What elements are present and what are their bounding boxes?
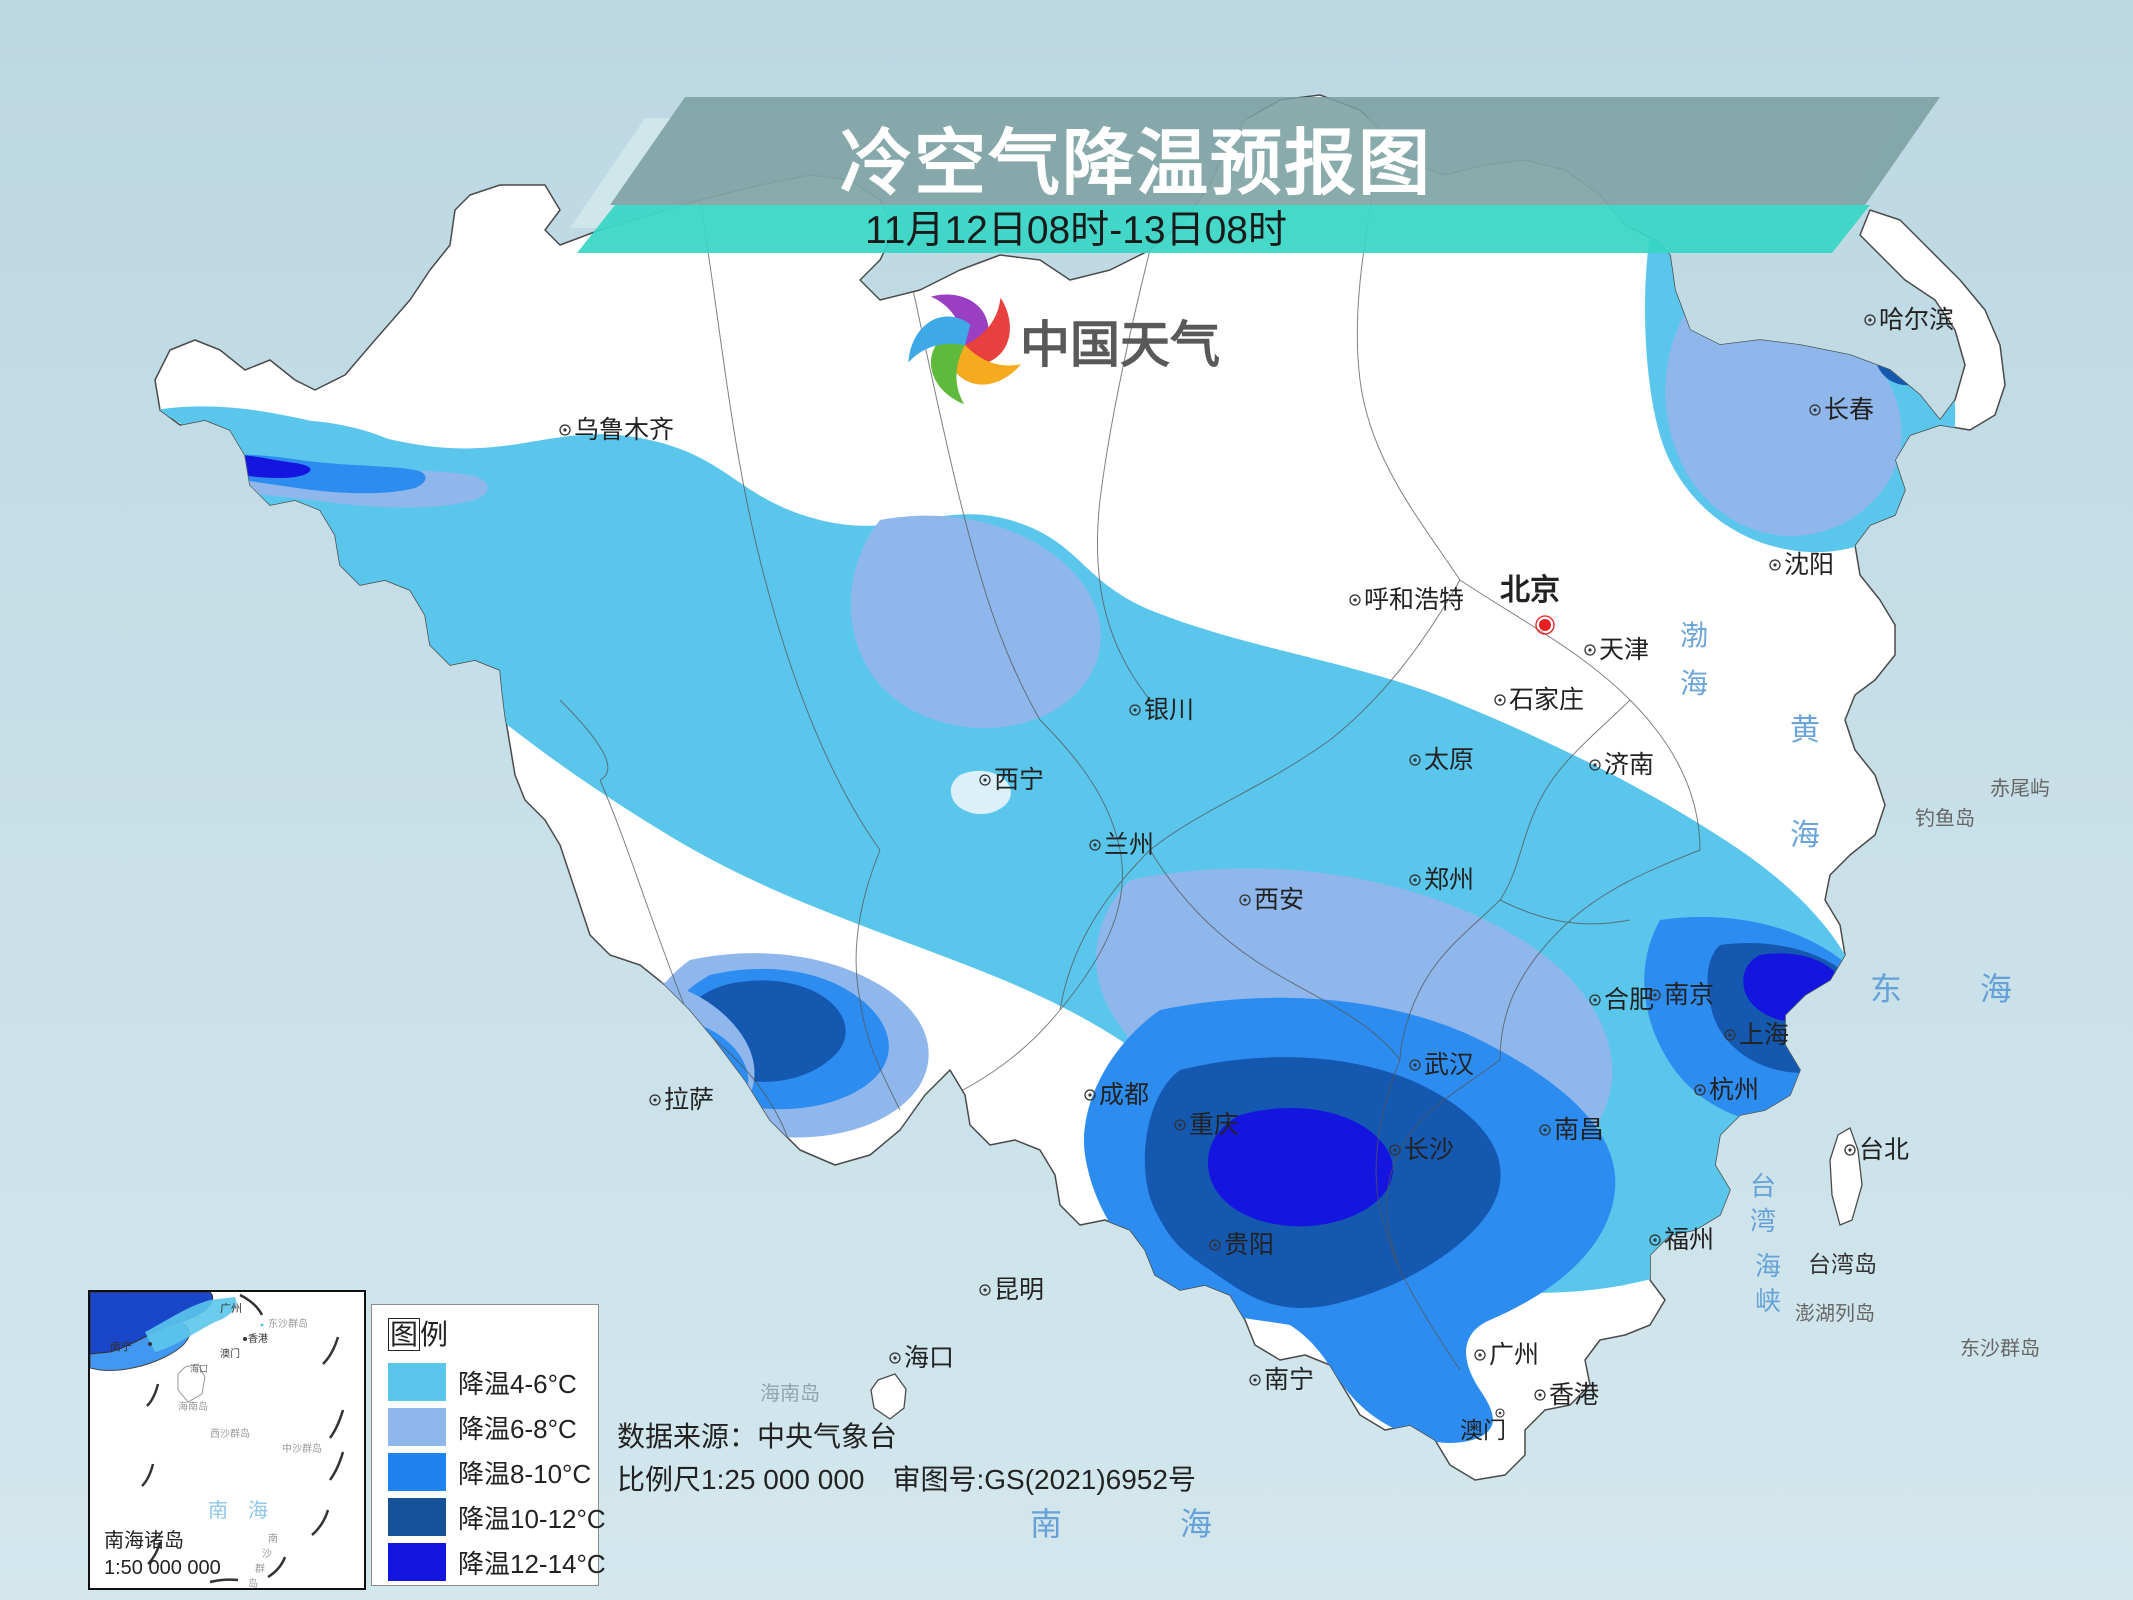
svg-text:郑州: 郑州 bbox=[1424, 866, 1474, 894]
svg-text:渤: 渤 bbox=[1680, 620, 1708, 651]
svg-text:杭州: 杭州 bbox=[1709, 1076, 1759, 1104]
svg-text:北京: 北京 bbox=[1500, 573, 1560, 607]
svg-text:澳门: 澳门 bbox=[1460, 1417, 1506, 1443]
svg-text:合肥: 合肥 bbox=[1604, 986, 1654, 1014]
svg-text:冷空气降温预报图: 冷空气降温预报图 bbox=[840, 124, 1432, 204]
svg-text:天津: 天津 bbox=[1599, 636, 1649, 664]
svg-text:峡: 峡 bbox=[1755, 1286, 1781, 1316]
svg-text:台北: 台北 bbox=[1859, 1136, 1909, 1164]
svg-text:海: 海 bbox=[1680, 668, 1708, 699]
svg-text:海: 海 bbox=[1755, 1251, 1781, 1281]
svg-text:成都: 成都 bbox=[1099, 1081, 1149, 1109]
svg-text:台: 台 bbox=[1750, 1171, 1776, 1201]
svg-text:兰州: 兰州 bbox=[1104, 831, 1154, 859]
svg-text:东: 东 bbox=[1870, 971, 1902, 1007]
svg-text:澎湖列岛: 澎湖列岛 bbox=[1795, 1302, 1875, 1325]
svg-text:海南岛: 海南岛 bbox=[760, 1382, 820, 1405]
svg-text:银川: 银川 bbox=[1144, 696, 1194, 724]
svg-text:海: 海 bbox=[1790, 819, 1820, 852]
svg-text:上海: 上海 bbox=[1739, 1021, 1789, 1049]
svg-text:南宁: 南宁 bbox=[1264, 1366, 1314, 1394]
svg-text:太原: 太原 bbox=[1424, 746, 1474, 774]
svg-text:海: 海 bbox=[1180, 1506, 1212, 1542]
svg-text:中国天气: 中国天气 bbox=[1020, 317, 1220, 373]
svg-text:石家庄: 石家庄 bbox=[1509, 686, 1584, 714]
svg-text:海口: 海口 bbox=[904, 1344, 954, 1372]
svg-text:拉萨: 拉萨 bbox=[664, 1086, 714, 1114]
svg-text:西安: 西安 bbox=[1254, 886, 1304, 914]
svg-text:重庆: 重庆 bbox=[1189, 1111, 1239, 1139]
svg-text:福州: 福州 bbox=[1664, 1226, 1714, 1254]
svg-text:西宁: 西宁 bbox=[994, 766, 1044, 794]
svg-text:昆明: 昆明 bbox=[994, 1276, 1044, 1304]
svg-text:海: 海 bbox=[1980, 971, 2012, 1007]
svg-text:香港: 香港 bbox=[1549, 1381, 1599, 1409]
svg-text:南昌: 南昌 bbox=[1554, 1116, 1604, 1144]
svg-text:沈阳: 沈阳 bbox=[1784, 551, 1834, 579]
svg-text:长沙: 长沙 bbox=[1404, 1136, 1454, 1164]
svg-text:济南: 济南 bbox=[1604, 751, 1654, 779]
svg-text:11月12日08时-13日08时: 11月12日08时-13日08时 bbox=[865, 209, 1287, 252]
svg-text:贵阳: 贵阳 bbox=[1224, 1231, 1274, 1259]
svg-text:广州: 广州 bbox=[1489, 1341, 1539, 1369]
svg-text:台湾岛: 台湾岛 bbox=[1808, 1251, 1877, 1277]
svg-text:南京: 南京 bbox=[1664, 981, 1714, 1009]
svg-text:赤尾屿: 赤尾屿 bbox=[1990, 777, 2050, 800]
svg-text:东沙群岛: 东沙群岛 bbox=[1960, 1337, 2040, 1360]
svg-text:武汉: 武汉 bbox=[1424, 1051, 1474, 1079]
svg-text:湾: 湾 bbox=[1750, 1206, 1776, 1236]
svg-text:呼和浩特: 呼和浩特 bbox=[1364, 586, 1464, 614]
svg-text:黄: 黄 bbox=[1790, 714, 1820, 747]
svg-text:哈尔滨: 哈尔滨 bbox=[1879, 306, 1954, 334]
svg-text:南: 南 bbox=[1030, 1506, 1062, 1542]
svg-text:长春: 长春 bbox=[1824, 396, 1874, 424]
svg-text:乌鲁木齐: 乌鲁木齐 bbox=[574, 416, 674, 444]
svg-text:钓鱼岛: 钓鱼岛 bbox=[1915, 807, 1975, 830]
